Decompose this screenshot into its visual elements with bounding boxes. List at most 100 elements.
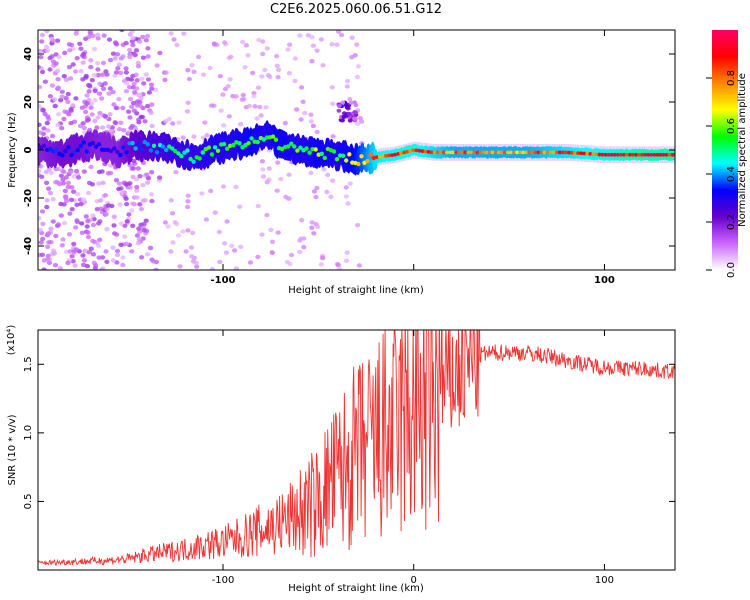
track-core [448,150,452,155]
track-core [160,144,166,149]
noise-point [266,166,272,171]
noise-point [124,219,130,224]
track-core [451,150,455,155]
noise-point [52,103,58,109]
noise-point [130,166,136,171]
track-core [118,152,123,158]
noise-point [260,174,266,179]
track-core [600,152,605,157]
noise-point [267,74,273,80]
noise-point [81,51,87,57]
track-core [41,143,47,148]
side-blob [347,118,353,123]
noise-point [262,67,268,73]
track-core [618,152,623,157]
track-core [112,146,117,151]
noise-point [90,33,96,39]
track-core [524,150,529,155]
noise-point [305,33,311,38]
noise-point [81,169,87,174]
track-core [496,150,501,155]
noise-point [60,177,66,182]
noise-point [96,181,102,186]
track-core [564,150,568,155]
noise-point [194,264,200,269]
track-core [503,150,507,155]
noise-point [38,216,42,221]
noise-point [95,36,101,41]
noise-point [168,31,174,36]
track-core [557,150,562,155]
noise-point [264,212,270,218]
noise-point [104,259,110,264]
noise-point [209,267,215,270]
snr-panel: -100 0 100 0.5 1.0 1.5 Height of straight lin… [6,325,676,594]
snr-frame [37,329,676,571]
spectrogram-marks [38,30,675,270]
noise-point [99,96,105,101]
noise-point [149,102,155,107]
track-core [597,152,602,157]
x-tick-label: -100 [210,275,235,286]
track-core [164,147,169,153]
noise-point [328,194,334,199]
noise-point [85,117,92,122]
track-core [225,146,230,151]
track-core [188,156,193,162]
track-core [609,152,614,157]
noise-point [287,261,293,267]
track-core [148,148,154,153]
track-core [69,152,74,158]
noise-point [354,42,360,47]
track-core [368,152,373,157]
track-core [570,150,574,155]
noise-point [51,251,58,256]
track-core [490,150,495,155]
noise-point [162,77,168,83]
noise-point [183,249,189,254]
noise-point [224,219,230,224]
track-core [542,150,547,155]
noise-point [232,248,238,253]
track-core [96,142,102,147]
track-core [66,145,71,150]
noise-point [129,104,135,110]
track-core [313,147,318,152]
track-core [102,147,108,153]
track-core [612,152,617,157]
noise-point [268,227,274,233]
noise-point [38,64,41,70]
noise-point [136,117,142,122]
snr-y-multiplier: (x10⁴) [6,325,17,356]
noise-point [329,42,335,47]
noise-point [311,189,317,194]
y-tick-label: 0.5 [23,493,34,509]
noise-point [87,127,93,133]
noise-point [153,267,159,270]
noise-point [142,198,148,203]
noise-point [127,32,133,37]
noise-point [220,184,227,189]
noise-point [129,208,135,213]
track-core [270,134,276,139]
noise-point [344,250,350,255]
noise-point [92,98,98,103]
track-core [402,150,407,155]
noise-point [123,89,129,94]
noise-point [97,110,103,116]
noise-point [91,46,98,52]
track-core [478,150,483,155]
noise-point [100,266,106,270]
noise-point [98,198,104,203]
x-tick-label: -100 [212,575,235,586]
noise-point [111,102,117,107]
track-core [445,150,449,155]
track-core [384,154,388,158]
noise-point [65,184,71,190]
noise-point [257,104,263,110]
noise-point [94,125,100,130]
noise-point [38,84,43,90]
track-core [637,152,641,157]
noise-point [171,37,177,42]
noise-point [240,92,246,98]
